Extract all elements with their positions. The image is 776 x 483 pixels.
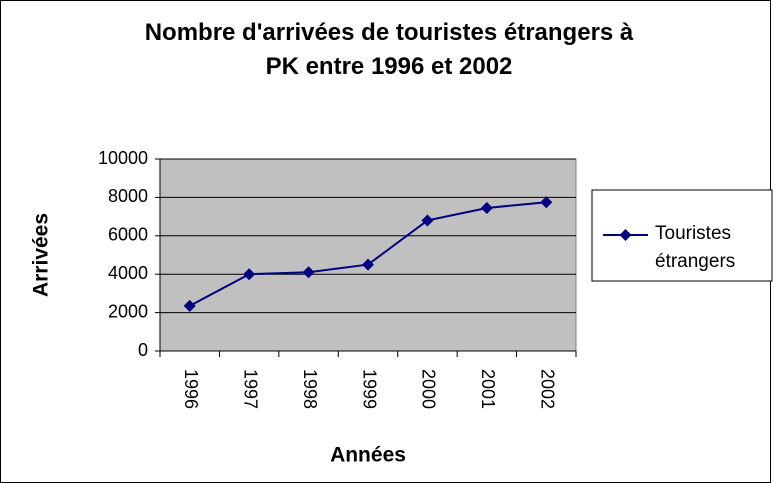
y-tick-label: 2000: [108, 301, 148, 321]
y-tick-label: 0: [138, 340, 148, 360]
y-tick-label: 10000: [98, 148, 148, 168]
y-tick-label: 6000: [108, 225, 148, 245]
y-tick-label: 4000: [108, 263, 148, 283]
marker: [243, 268, 256, 281]
x-tick-label: 2002: [538, 369, 558, 409]
x-tick-label: 2000: [419, 369, 439, 409]
x-tick-label: 1999: [359, 369, 379, 409]
plot-area: [159, 158, 577, 352]
x-axis-label: Années: [330, 444, 406, 467]
x-tick-label: 2001: [478, 369, 498, 409]
y-tick-label: 8000: [108, 186, 148, 206]
marker: [183, 299, 196, 312]
x-tick-label: 1998: [300, 369, 320, 409]
legend-marker: [619, 229, 632, 241]
marker: [302, 266, 315, 279]
y-axis-label: Arrivées: [30, 213, 53, 297]
marker: [540, 196, 553, 209]
chart-title: Nombre d'arrivées de touristes étrangers…: [144, 19, 634, 80]
legend-label: Touristes étrangers: [655, 223, 736, 272]
marker: [480, 201, 493, 214]
x-tick-label: 1996: [181, 369, 201, 409]
x-tick-label: 1997: [240, 369, 260, 409]
marker: [362, 258, 374, 271]
marker: [421, 214, 434, 227]
